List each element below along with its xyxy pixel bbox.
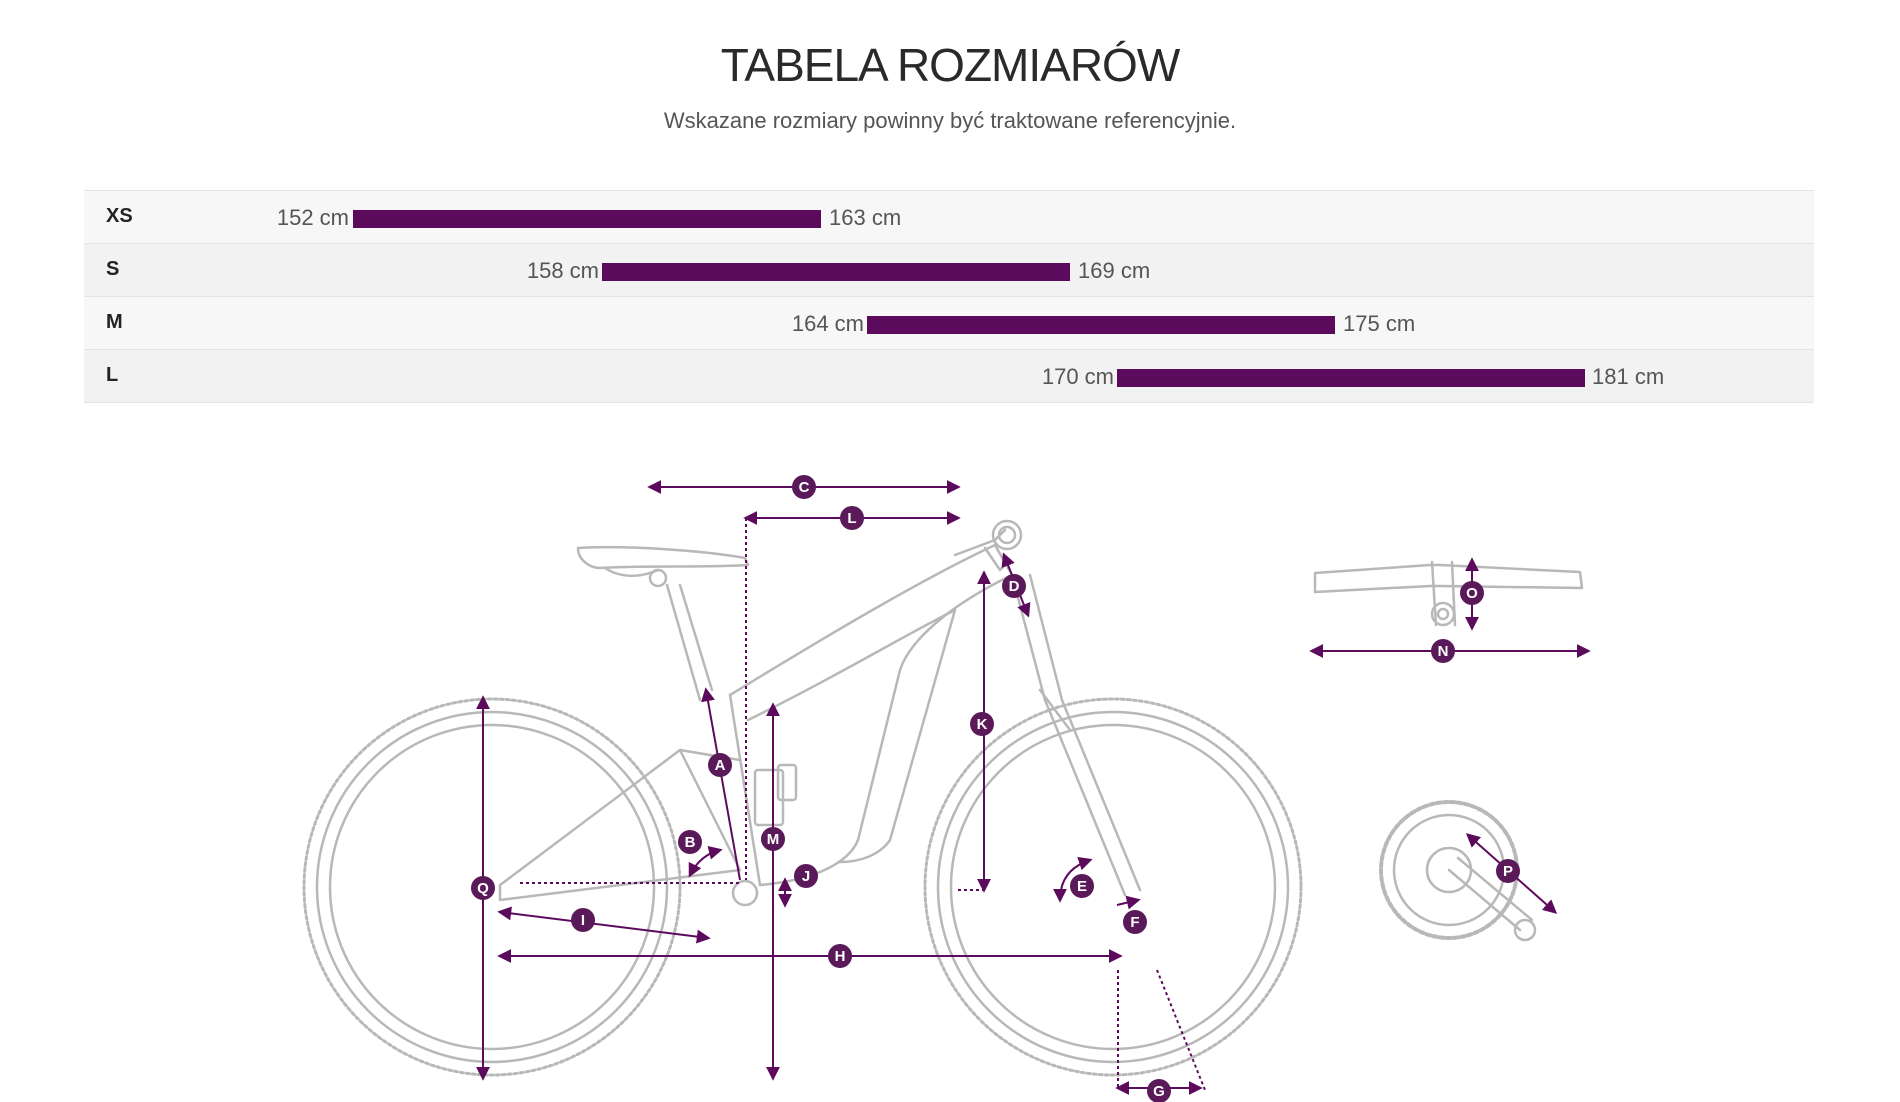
svg-text:C: C [799,479,810,496]
size-row-xs: XS 152 cm 163 cm [84,191,1814,244]
label-o: O [1460,581,1484,605]
measurement-labels: A B C D E F G H I J K L M N O P Q [471,475,1520,1102]
svg-text:K: K [977,716,988,733]
label-l: L [840,506,864,530]
size-min-height: 158 cm [526,258,599,283]
label-b: B [678,830,702,854]
svg-text:N: N [1438,643,1449,660]
svg-text:M: M [767,831,780,848]
label-k: K [970,712,994,736]
page-subtitle: Wskazane rozmiary powinny być traktowane… [663,108,1237,133]
svg-text:D: D [1009,578,1020,595]
label-j: J [794,864,818,888]
measurement-lines [476,480,1591,1095]
label-n: N [1431,639,1455,663]
svg-text:P: P [1503,863,1513,880]
label-p: P [1496,859,1520,883]
size-label: XS [106,205,133,227]
size-range-bar [1117,369,1585,387]
size-min-height: 152 cm [276,205,349,230]
label-m: M [761,827,785,851]
size-row-m: M 164 cm 175 cm [84,297,1814,350]
label-f: F [1123,910,1147,934]
size-range-bar [867,316,1335,334]
size-label: L [106,364,119,386]
label-c: C [792,475,816,499]
bike-outline [302,519,1584,1077]
size-max-height: 169 cm [1078,258,1151,283]
size-label: M [106,311,123,333]
size-row-l: L 170 cm 181 cm [84,350,1814,403]
label-g: G [1147,1079,1171,1102]
svg-text:F: F [1130,914,1139,931]
svg-text:J: J [802,868,810,885]
size-range-bar [602,263,1070,281]
size-max-height: 163 cm [829,205,902,230]
label-h: H [828,944,852,968]
label-q: Q [471,876,495,900]
size-row-s: S 158 cm 169 cm [84,244,1814,297]
svg-text:B: B [685,834,696,851]
size-min-height: 164 cm [791,311,864,336]
label-a: A [708,753,732,777]
size-max-height: 175 cm [1343,311,1416,336]
label-i: I [571,908,595,932]
size-range-bar [353,210,821,228]
size-min-height: 170 cm [1041,364,1114,389]
svg-text:I: I [581,912,585,929]
label-e: E [1070,874,1094,898]
svg-text:E: E [1077,878,1087,895]
svg-text:H: H [835,948,846,965]
size-table: XS 152 cm 163 cm S 158 cm 169 cm M 164 c… [84,190,1814,403]
svg-text:Q: Q [477,880,489,897]
bike-geometry-diagram: A B C D E F G H I J K L M N O P Q [302,475,1591,1102]
size-max-height: 181 cm [1592,364,1665,389]
svg-text:G: G [1153,1083,1165,1100]
svg-text:O: O [1466,585,1478,602]
svg-text:L: L [847,510,856,527]
size-label: S [106,258,120,280]
page-title: TABELA ROZMIARÓW [720,39,1181,91]
svg-text:A: A [715,757,726,774]
label-d: D [1002,574,1026,598]
